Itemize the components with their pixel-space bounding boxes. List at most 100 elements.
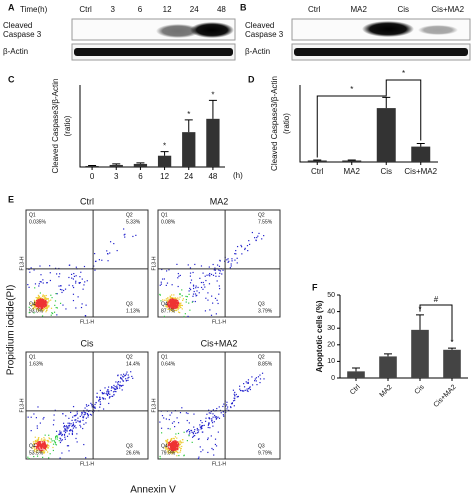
y-tick-label: 40 [327,308,335,315]
dot [63,425,66,427]
dot [259,374,261,376]
dot [96,392,98,394]
dot [122,375,124,377]
dot [130,371,132,373]
dot [43,298,45,301]
dot [42,310,44,312]
dots [159,231,265,318]
dot [173,300,175,302]
error-bar [416,314,424,330]
axis-name: FL1-H [212,319,226,325]
dot [170,448,172,450]
quadrant-name: Q1 [161,212,168,218]
dot [79,276,81,278]
dot [234,259,236,261]
dot [177,311,180,313]
dot [194,300,196,303]
dot [193,413,195,415]
x-axis-label: Annexin V [130,485,176,496]
dot [36,440,38,442]
dot [106,250,108,252]
dot [176,307,178,310]
dot [51,312,54,315]
dot [194,429,196,431]
dot [244,248,246,251]
dot [64,425,66,428]
dot [65,425,68,427]
dot [78,282,80,284]
x-tick-label: Cis+MA2 [433,384,458,409]
dot [28,311,30,314]
dot [105,393,107,395]
dot [79,282,81,284]
dot [82,427,84,430]
dot [87,414,89,417]
dot [38,445,41,447]
dot [218,293,220,295]
dot [78,421,80,423]
dot [221,273,223,275]
bar [307,160,327,162]
dot [72,424,74,427]
dot [107,260,109,262]
dot [41,441,43,443]
dot [50,314,52,316]
dot [175,303,177,306]
dot [168,441,171,443]
bar [411,329,429,378]
dot [94,406,96,408]
dot [174,306,177,308]
dot [44,438,46,440]
dot [70,273,73,276]
dot [108,397,111,399]
x-tick-label: Ctrl [349,383,362,396]
lane-label: MA2 [351,5,368,14]
annotation: * [350,85,353,94]
plot-title: Ctrl [80,196,94,206]
dot [175,307,177,309]
dot [181,442,183,444]
quadrant-percent: 93.0% [29,308,44,314]
dot [87,414,89,416]
plot-title: Cis+MA2 [201,338,238,348]
dot [59,457,61,459]
dot [211,295,213,297]
dot [104,398,106,400]
dot [42,447,45,449]
dot [167,303,169,305]
dot [239,385,241,387]
dot [70,423,72,425]
dot [75,275,77,277]
dot [74,425,76,427]
dot [223,403,225,405]
dot [43,445,45,447]
dot [33,449,36,451]
dot [59,302,62,304]
dot [219,272,221,274]
dot [160,432,163,434]
dot [201,427,203,430]
dots [159,372,265,460]
band [156,24,200,38]
dot [214,414,216,417]
dot [213,454,215,456]
lane-label: 12 [163,5,172,14]
dot [90,402,92,404]
dot [171,422,174,424]
dot [167,308,169,310]
dot [76,441,78,443]
dot [73,272,75,275]
dot [44,305,46,307]
x-axis-unit: (h) [233,171,243,180]
dot [64,431,67,434]
dot [185,295,187,298]
dot [163,278,166,280]
dot [37,304,39,307]
dot [76,413,78,415]
x-tick-label: 24 [184,172,193,181]
dot [227,261,229,263]
dot [46,446,48,448]
dot [172,300,174,302]
dot [35,441,38,443]
quadrant-percent: 53.5% [29,450,44,456]
